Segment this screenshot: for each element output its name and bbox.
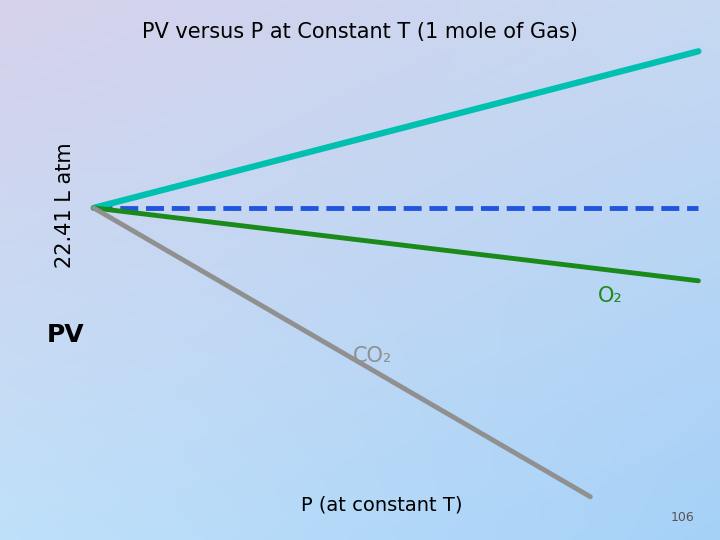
Text: P (at constant T): P (at constant T) [301,495,462,515]
Text: 22.41 L atm: 22.41 L atm [55,143,75,268]
Text: PV versus P at Constant T (1 mole of Gas): PV versus P at Constant T (1 mole of Gas… [142,22,578,42]
Text: CO₂: CO₂ [353,346,392,366]
Text: 106: 106 [671,511,695,524]
Text: PV: PV [47,323,84,347]
Text: O₂: O₂ [598,286,623,306]
